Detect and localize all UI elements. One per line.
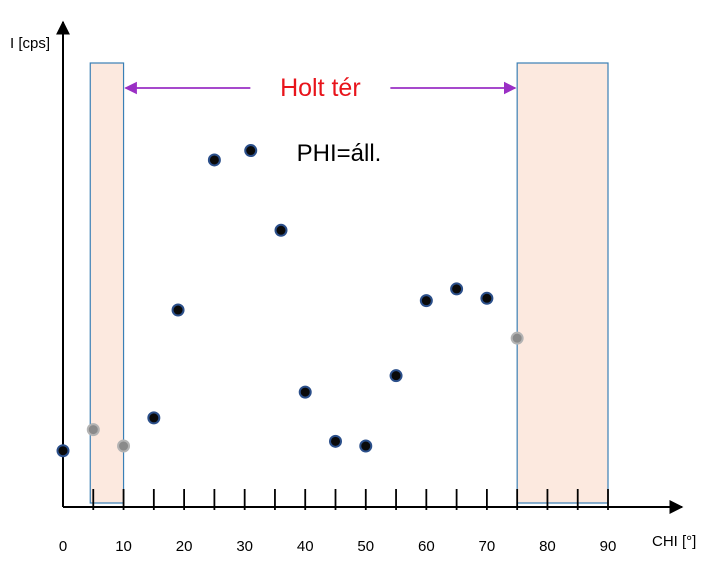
data-point-2: [86, 423, 100, 437]
data-point-14: [450, 282, 464, 296]
data-point-16: [510, 331, 524, 345]
x-tick-label-80: 80: [539, 538, 556, 555]
data-point-9: [298, 385, 312, 399]
data-point-7: [244, 144, 258, 158]
x-tick-label-50: 50: [357, 538, 374, 555]
data-point-3: [117, 439, 131, 453]
dead-zone-2: [516, 62, 609, 504]
data-point-5: [171, 303, 185, 317]
data-point-10: [329, 434, 342, 448]
x-tick-labels: 0 10 20 30 40 50 60 70 80 90: [59, 538, 617, 555]
data-point-12: [389, 369, 403, 383]
data-point-1: [56, 444, 70, 458]
dead-zone-1: [89, 62, 125, 504]
x-tick-label-20: 20: [176, 538, 193, 555]
x-tick-label-40: 40: [297, 538, 314, 555]
data-point-11: [359, 439, 373, 453]
data-point-8: [274, 223, 288, 237]
x-tick-label-90: 90: [600, 538, 617, 555]
x-ticks: [92, 489, 609, 510]
data-points: [56, 144, 524, 458]
dead-zone-label: Holt tér: [280, 74, 361, 102]
y-axis-label: I [cps]: [10, 35, 50, 52]
x-tick-label-60: 60: [418, 538, 435, 555]
data-point-6: [207, 153, 221, 167]
data-point-4: [147, 411, 161, 425]
data-point-15: [480, 291, 494, 305]
x-tick-label-30: 30: [236, 538, 253, 555]
axes: [56, 20, 684, 514]
x-tick-label-70: 70: [479, 538, 496, 555]
x-tick-label-10: 10: [115, 538, 132, 555]
x-tick-label-0: 0: [59, 538, 67, 555]
phi-annotation: PHI=áll.: [297, 140, 382, 167]
data-point-13: [419, 294, 433, 308]
x-axis-label: CHI [°]: [652, 533, 696, 550]
dead-zones: [89, 62, 609, 504]
